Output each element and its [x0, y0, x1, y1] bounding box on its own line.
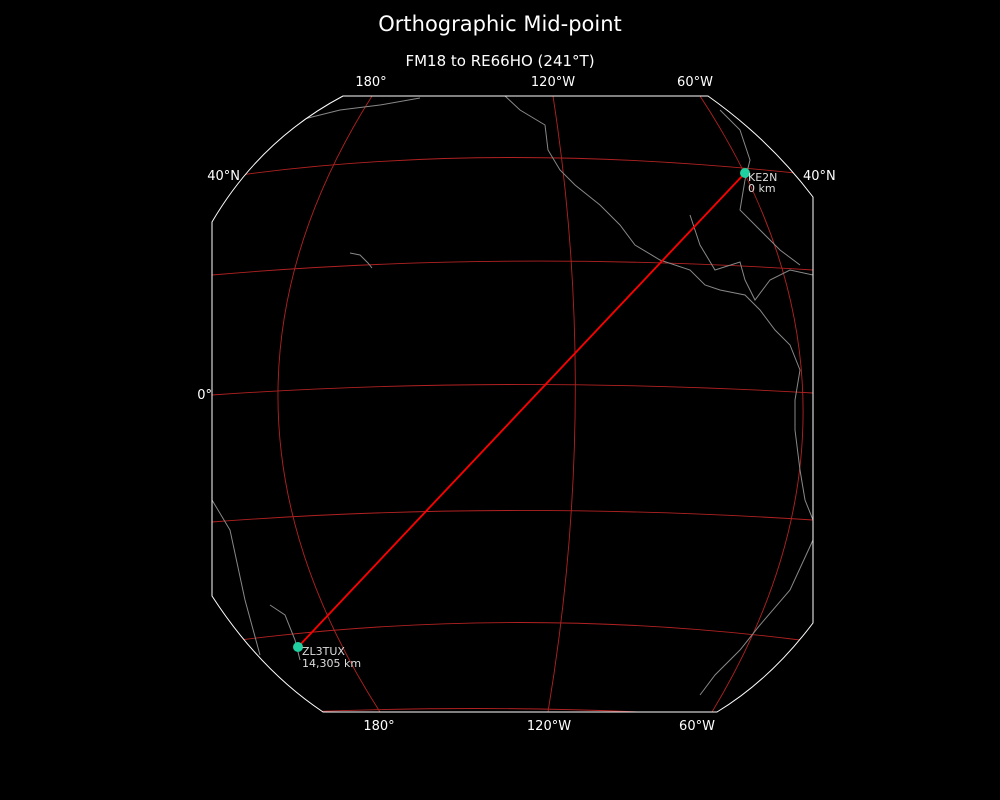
bottom-tick: 180° [363, 719, 394, 734]
meridian-line [699, 96, 804, 712]
gulf-coast [689, 214, 813, 301]
station-marker-zl3tux [293, 642, 303, 652]
top-tick: 60°W [677, 75, 713, 90]
great-circle-path [297, 172, 746, 648]
station-distance: 14,305 km [302, 657, 361, 670]
parallel-line [239, 622, 801, 641]
globe-border [211, 95, 814, 713]
top-tick: 120°W [531, 75, 575, 90]
south-america-coast [699, 539, 813, 696]
graticule [212, 96, 813, 712]
australia-coast [212, 499, 261, 656]
meridian-line [547, 96, 576, 712]
coastlines [212, 96, 813, 696]
parallel-line [239, 157, 813, 176]
right-tick: 40°N [803, 169, 836, 184]
bottom-tick: 60°W [679, 719, 715, 734]
map-subtitle: FM18 to RE66HO (241°T) [405, 52, 595, 70]
meridian-line [277, 96, 381, 712]
bottom-tick: 120°W [527, 719, 571, 734]
parallel-line [212, 510, 813, 523]
north-america-coast [504, 96, 813, 521]
parallel-line [212, 384, 813, 396]
station-label: KE2N [748, 171, 777, 184]
aleutian-coast [299, 97, 421, 121]
station-distance: 0 km [748, 182, 776, 195]
parallel-line [299, 708, 641, 712]
station-marker-ke2n [740, 168, 750, 178]
parallel-line [212, 260, 813, 276]
east-coast [719, 109, 801, 266]
left-tick: 0° [197, 388, 212, 403]
hawaii [349, 252, 373, 269]
station-label: ZL3TUX [302, 645, 345, 658]
new-zealand-coast [269, 604, 301, 661]
map-title: Orthographic Mid-point [378, 12, 622, 36]
left-tick: 40°N [207, 169, 240, 184]
top-tick: 180° [355, 75, 386, 90]
